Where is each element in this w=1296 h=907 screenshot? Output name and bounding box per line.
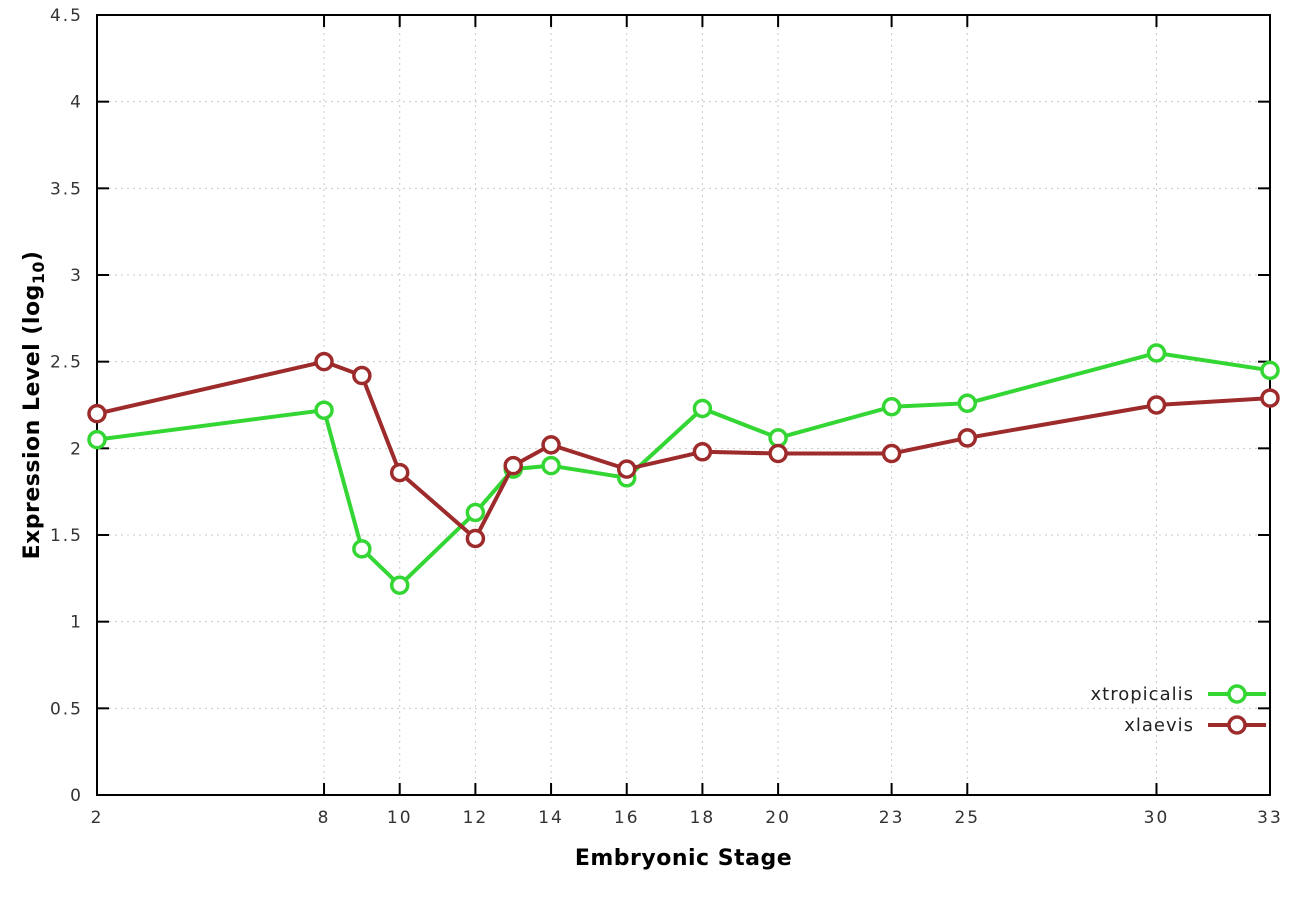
x-tick-label: 16 <box>614 808 640 828</box>
y-axis-label-subscript: 10 <box>29 261 49 285</box>
y-tick-label: 0.5 <box>50 699 83 719</box>
data-point-xlaevis <box>881 443 902 464</box>
data-point-xlaevis <box>616 459 637 479</box>
data-point-xtropicalis <box>768 428 788 448</box>
data-point-xtropicalis <box>541 455 561 476</box>
data-point-xlaevis <box>314 351 334 372</box>
y-tick-label: 2.5 <box>50 353 83 373</box>
y-tick-label: 4.5 <box>50 6 83 26</box>
x-tick-label: 14 <box>538 808 564 828</box>
data-point-xlaevis <box>1260 388 1280 408</box>
data-point-xlaevis <box>465 528 486 549</box>
legend: xtropicalis xlaevis <box>1091 682 1268 737</box>
y-tick-label: 2 <box>70 439 83 459</box>
y-tick-label: 3.5 <box>50 179 83 199</box>
data-point-xtropicalis <box>389 575 410 596</box>
data-point-xtropicalis <box>87 429 107 450</box>
legend-sample-line-icon <box>1208 684 1266 704</box>
data-point-xtropicalis <box>465 502 486 523</box>
x-tick-label: 18 <box>690 808 716 828</box>
data-point-xlaevis <box>503 455 523 476</box>
legend-sample-line-icon <box>1208 715 1266 735</box>
x-tick-label: 33 <box>1257 808 1283 828</box>
x-tick-label: 23 <box>879 808 905 828</box>
plot-border <box>96 14 1271 796</box>
data-point-xlaevis <box>768 443 788 464</box>
y-tick-label: 1 <box>70 613 83 633</box>
x-tick-label: 8 <box>318 808 331 828</box>
x-tick-label: 25 <box>954 808 980 828</box>
data-point-xtropicalis <box>1146 343 1167 363</box>
data-point-xlaevis <box>957 428 978 448</box>
data-point-xlaevis <box>541 435 561 455</box>
legend-item-xlaevis: xlaevis <box>1124 713 1268 737</box>
data-point-xtropicalis <box>881 396 902 417</box>
x-tick-label: 10 <box>387 808 413 828</box>
data-point-xlaevis <box>1146 395 1167 415</box>
series-line-xtropicalis <box>95 351 1272 588</box>
y-axis-label-close: ) <box>19 250 45 262</box>
y-tick-label: 4 <box>70 93 83 113</box>
x-tick-label: 30 <box>1144 808 1170 828</box>
data-point-xtropicalis <box>1260 360 1280 381</box>
data-point-xtropicalis <box>957 393 978 414</box>
data-point-xtropicalis <box>352 539 372 559</box>
data-point-xtropicalis <box>692 398 713 419</box>
legend-label-xlaevis: xlaevis <box>1124 714 1194 736</box>
data-point-xtropicalis <box>314 400 334 420</box>
data-point-xlaevis <box>352 365 372 386</box>
legend-item-xtropicalis: xtropicalis <box>1091 682 1268 706</box>
x-axis-label: Embryonic Stage <box>574 846 793 871</box>
y-tick-label: 3 <box>70 266 83 286</box>
y-tick-label: 1.5 <box>50 526 83 546</box>
data-point-xlaevis <box>87 403 107 424</box>
y-axis-label: Expression Level (log10) <box>20 251 48 560</box>
y-axis-label-main: Expression Level (log <box>19 284 45 560</box>
data-point-xlaevis <box>389 462 410 483</box>
y-tick-label: 0 <box>70 786 83 806</box>
x-tick-label: 12 <box>463 808 489 828</box>
x-tick-label: 2 <box>91 808 104 828</box>
data-point-xlaevis <box>692 442 713 462</box>
legend-label-xtropicalis: xtropicalis <box>1090 683 1194 705</box>
series-line-xlaevis <box>95 359 1272 541</box>
x-tick-label: 20 <box>765 808 791 828</box>
